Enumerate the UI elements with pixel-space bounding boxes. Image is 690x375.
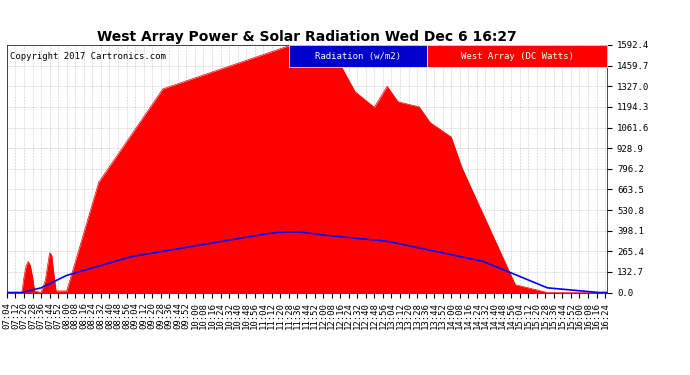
FancyBboxPatch shape xyxy=(427,45,607,67)
FancyBboxPatch shape xyxy=(289,45,427,67)
Text: Radiation (w/m2): Radiation (w/m2) xyxy=(315,52,401,61)
Title: West Array Power & Solar Radiation Wed Dec 6 16:27: West Array Power & Solar Radiation Wed D… xyxy=(97,30,517,44)
Text: West Array (DC Watts): West Array (DC Watts) xyxy=(461,52,573,61)
Text: Copyright 2017 Cartronics.com: Copyright 2017 Cartronics.com xyxy=(10,53,166,62)
